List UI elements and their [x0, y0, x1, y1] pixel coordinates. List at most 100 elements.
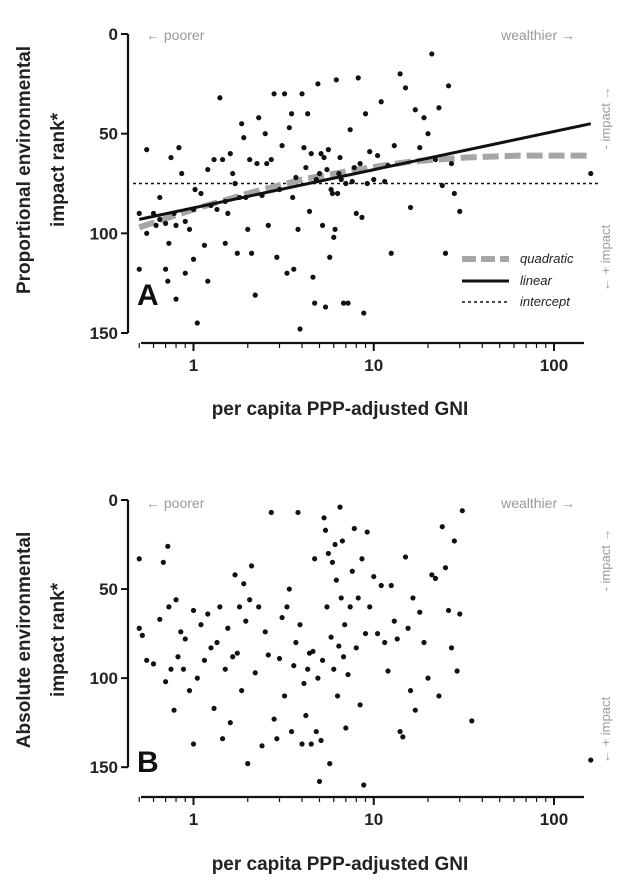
data-point — [394, 636, 400, 642]
data-point — [290, 194, 296, 201]
data-point — [227, 720, 233, 726]
data-point — [180, 666, 187, 672]
data-point — [279, 614, 285, 621]
panel-b-poorer-annotation: ← poorer — [146, 495, 205, 511]
data-point — [144, 230, 150, 236]
data-point — [340, 654, 347, 660]
data-point — [442, 565, 449, 571]
legend-quadratic-label: quadratic — [520, 251, 574, 266]
data-point — [402, 85, 409, 91]
x-tick-label: 1 — [189, 356, 198, 375]
panel-b-more-impact-label: ← + impact — [598, 697, 613, 763]
data-point — [162, 679, 169, 685]
data-point — [239, 121, 245, 127]
data-point — [334, 693, 341, 699]
data-point — [439, 182, 445, 189]
data-point — [357, 160, 363, 167]
data-point — [331, 666, 337, 672]
data-point — [432, 156, 439, 163]
data-point — [225, 210, 231, 216]
data-point — [436, 693, 442, 699]
data-point — [271, 91, 277, 97]
data-point — [198, 622, 204, 628]
data-point — [367, 149, 373, 155]
data-point — [359, 214, 365, 220]
data-point — [388, 250, 394, 256]
data-point — [219, 736, 226, 742]
data-point — [227, 151, 233, 157]
data-point — [157, 194, 163, 201]
data-point — [162, 220, 169, 226]
data-point — [268, 509, 274, 516]
data-point — [329, 190, 336, 197]
data-point — [208, 202, 214, 209]
data-point — [333, 577, 339, 583]
data-point — [345, 671, 351, 678]
data-point — [347, 127, 353, 133]
data-point — [318, 151, 324, 157]
data-point — [256, 604, 262, 610]
panel-b-ylabel-line2: impact rank* — [48, 582, 69, 697]
data-point — [425, 675, 431, 681]
data-point — [338, 595, 344, 601]
data-point — [166, 604, 172, 610]
data-point — [211, 156, 217, 163]
data-point — [248, 250, 255, 256]
x-tick-label: 10 — [364, 810, 383, 829]
data-point — [412, 107, 418, 113]
quadratic-fit-line — [138, 152, 591, 231]
data-point — [265, 652, 271, 658]
data-point — [321, 515, 327, 521]
data-point — [256, 115, 262, 121]
data-point — [459, 508, 465, 514]
data-point — [173, 296, 179, 302]
data-point — [347, 604, 353, 610]
data-point — [165, 543, 171, 549]
y-tick-label: 150 — [90, 324, 118, 343]
panel-a-legend: quadratic linear intercept — [462, 251, 574, 309]
data-point — [288, 728, 295, 735]
data-point — [208, 645, 214, 651]
data-point — [345, 300, 351, 306]
data-point — [234, 250, 240, 256]
data-point — [451, 190, 457, 197]
data-point — [301, 145, 307, 151]
data-point — [402, 554, 409, 560]
data-point — [371, 573, 377, 580]
data-point — [327, 254, 333, 260]
data-point — [374, 152, 381, 159]
data-point — [388, 582, 394, 589]
data-point — [194, 320, 200, 326]
data-point — [337, 504, 343, 510]
data-point — [385, 668, 391, 674]
data-point — [243, 194, 249, 201]
data-point — [157, 616, 163, 622]
panel-a-less-impact-label: - impact → — [598, 87, 613, 150]
panel-b-less-impact-label: - impact → — [598, 529, 613, 592]
data-point — [299, 91, 305, 97]
data-point — [405, 625, 411, 631]
data-point — [205, 611, 211, 617]
data-point — [139, 632, 145, 638]
data-point — [245, 226, 251, 232]
data-point — [276, 186, 283, 193]
data-point — [316, 778, 323, 785]
data-point — [322, 304, 329, 310]
data-point — [378, 582, 384, 589]
data-point — [262, 131, 268, 137]
data-point — [176, 145, 182, 151]
data-point — [321, 154, 327, 161]
data-point — [457, 208, 463, 215]
data-point — [264, 160, 270, 167]
data-point — [222, 198, 228, 205]
data-point — [385, 162, 391, 169]
data-point — [421, 115, 427, 121]
data-point — [417, 609, 423, 615]
data-point — [359, 556, 365, 562]
data-point — [248, 563, 255, 569]
data-point — [329, 559, 336, 565]
data-point — [305, 111, 311, 117]
x-tick-label: 100 — [540, 810, 568, 829]
data-point — [182, 218, 188, 224]
legend-intercept-label: intercept — [520, 294, 571, 309]
